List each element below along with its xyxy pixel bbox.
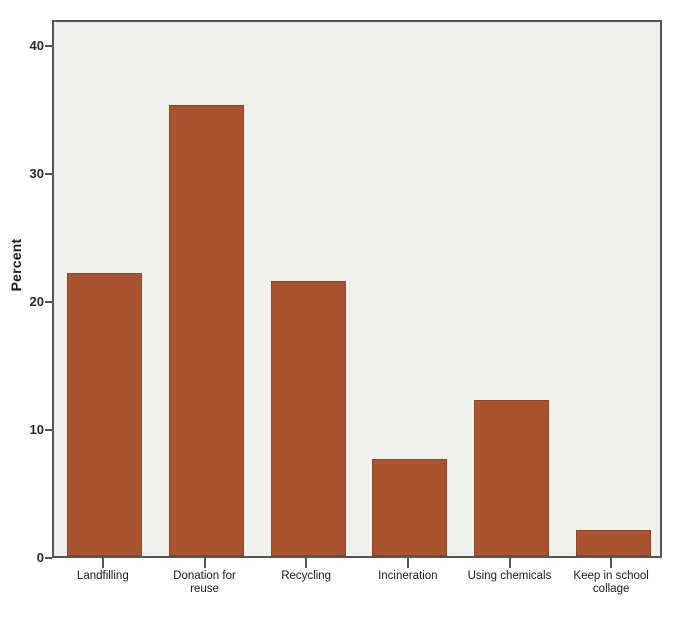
bar	[270, 280, 346, 556]
y-tick-label: 20	[29, 294, 44, 309]
bar	[372, 458, 448, 556]
x-tick-label: Keep in school collage	[573, 570, 649, 596]
x-tick-label: Landfilling	[76, 570, 129, 582]
x-tick-mark	[305, 558, 308, 568]
x-tick-mark	[101, 558, 104, 568]
x-tick-label: Recycling	[281, 570, 332, 582]
x-tick-label: Incineration	[378, 570, 438, 582]
bar	[575, 530, 651, 556]
y-tick-label: 10	[29, 422, 44, 437]
x-tick-label: Donation for reuse	[173, 570, 236, 596]
bar	[67, 273, 143, 556]
y-tick-label: 0	[36, 550, 44, 565]
y-tick-label: 40	[29, 38, 44, 53]
y-tick-mark	[45, 429, 52, 431]
plot-area	[54, 22, 660, 556]
y-tick-mark	[45, 557, 52, 559]
y-tick-label: 30	[29, 166, 44, 181]
x-tick-label: Using chemicals	[467, 570, 552, 582]
y-tick-mark	[45, 173, 52, 175]
bar	[169, 105, 244, 556]
bar	[474, 399, 549, 556]
y-tick-mark	[45, 301, 52, 303]
x-tick-mark	[610, 558, 613, 568]
x-tick-mark	[406, 558, 409, 568]
plot-frame	[52, 20, 662, 558]
x-tick-mark	[203, 558, 206, 568]
y-tick-mark	[45, 45, 52, 47]
x-tick-mark	[508, 558, 511, 568]
